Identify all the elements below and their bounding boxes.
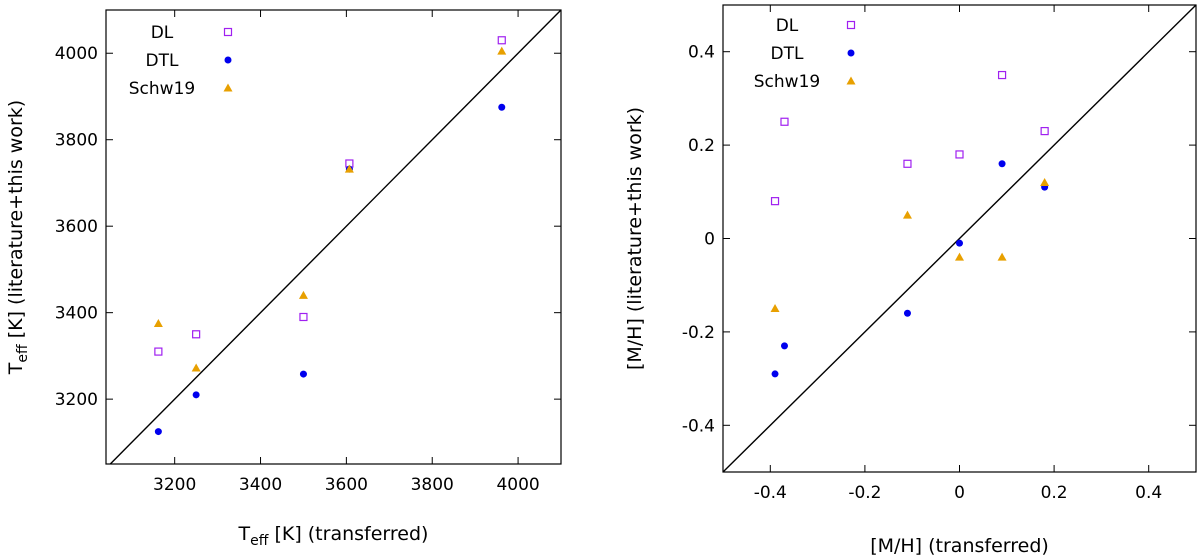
data-point-dtl	[299, 370, 307, 378]
data-point-schw19	[997, 252, 1007, 261]
x-axis-label: [M/H] (transferred)	[870, 535, 1049, 557]
x-tick-label: 0.4	[1135, 483, 1162, 503]
y-tick-label: -0.2	[682, 323, 715, 343]
data-point-schw19	[902, 210, 912, 219]
plot-teff: 3200 3400 3600 3800 4000 3200 3400 3600 3800 4000…	[5, 9, 562, 549]
data-point-dl	[997, 70, 1007, 80]
plot-frame	[722, 4, 1197, 473]
data-point-dtl	[998, 160, 1006, 168]
one-to-one-line	[109, 9, 562, 465]
x-tick-label: 3600	[325, 475, 368, 495]
x-tick-label: -0.4	[754, 483, 787, 503]
x-tick-label: 0.2	[1041, 483, 1068, 503]
legend-label-dtl: DTL	[146, 51, 179, 71]
y-tick-label: 3800	[55, 131, 98, 151]
y-tick-label: 4000	[55, 44, 98, 64]
x-tick-label: 4000	[496, 475, 539, 495]
y-tick-label: 3400	[55, 304, 98, 324]
plot-frame	[105, 9, 562, 465]
data-point-dl	[770, 197, 780, 206]
data-point-schw19	[1040, 177, 1050, 186]
data-point-schw19	[191, 363, 201, 372]
legend-marker-dl	[223, 27, 233, 37]
y-tick-label: -0.4	[682, 416, 715, 436]
legend-marker-dtl	[224, 56, 232, 64]
one-to-one-line	[722, 4, 1197, 473]
series-dtl	[154, 103, 506, 436]
data-point-dtl	[192, 391, 200, 399]
series-schw19	[770, 177, 1050, 313]
data-point-dl	[154, 347, 163, 356]
data-point-schw19	[497, 46, 507, 55]
data-point-dtl	[903, 309, 911, 317]
data-point-schw19	[955, 252, 964, 261]
series-dl	[770, 70, 1049, 206]
x-tick-label: 3400	[239, 475, 282, 495]
legend-marker-dl	[846, 20, 856, 30]
data-point-schw19	[770, 304, 780, 313]
data-point-dl	[299, 312, 308, 322]
y-axis-label: Teff [K] (literature+this work)	[5, 100, 31, 375]
data-point-dl	[955, 150, 964, 159]
y-tick-label: 0	[704, 230, 715, 250]
legend-marker-schw19	[223, 83, 233, 92]
x-axis-label: Teff [K] (transferred)	[238, 523, 429, 549]
legend-label-dl: DL	[776, 16, 799, 36]
data-point-schw19	[153, 318, 163, 327]
y-tick-label: 3200	[55, 390, 98, 410]
data-point-schw19	[298, 290, 308, 299]
data-point-dtl	[771, 370, 779, 378]
data-point-schw19	[344, 164, 354, 173]
data-point-dl	[1040, 126, 1049, 136]
legend-marker-dtl	[847, 49, 855, 57]
y-tick-label: 3600	[55, 217, 98, 237]
y-axis-label: [M/H] (literature+this work)	[624, 107, 646, 370]
data-point-dl	[497, 36, 506, 45]
legend-label-schw19: Schw19	[129, 79, 195, 99]
legend-label-dl: DL	[151, 23, 174, 43]
data-point-dl	[192, 330, 201, 339]
y-tick-label: 0.2	[688, 136, 715, 156]
series-dl	[154, 36, 506, 356]
legend-marker-schw19	[846, 76, 856, 85]
data-point-dtl	[780, 342, 788, 350]
x-tick-label: 3200	[153, 475, 196, 495]
data-point-dtl	[154, 428, 162, 436]
x-tick-label: 3800	[411, 475, 454, 495]
series-schw19	[153, 46, 507, 372]
data-point-dtl	[956, 239, 963, 247]
data-point-dl	[780, 117, 789, 126]
plot-mh: -0.4 -0.2 0 0.2 0.4 -0.4 -0.2 0 0.2 0.4 DL DTL Schw1…	[624, 4, 1197, 557]
legend-label-dtl: DTL	[771, 44, 804, 64]
legend-label-schw19: Schw19	[754, 72, 820, 92]
data-point-dl	[903, 159, 912, 168]
y-tick-label: 0.4	[688, 43, 715, 63]
x-tick-label: 0	[954, 483, 965, 503]
x-tick-label: -0.2	[848, 483, 881, 503]
data-point-dtl	[498, 103, 506, 111]
